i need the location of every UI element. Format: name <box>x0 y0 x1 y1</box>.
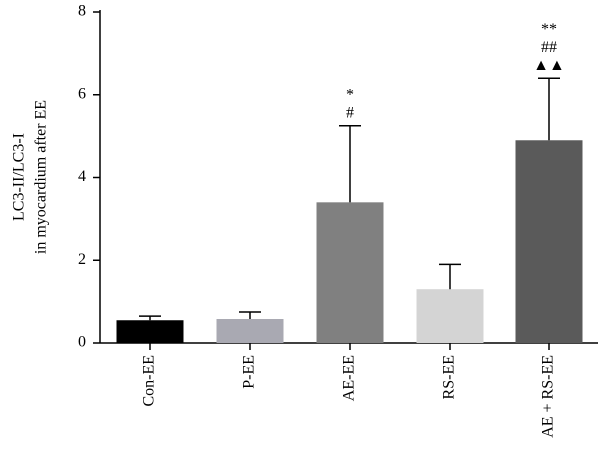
y-axis-title-line: in myocardium after EE <box>33 100 50 254</box>
x-tick-label: AE + RS-EE <box>540 355 557 438</box>
y-axis: 0 2 4 6 8 <box>78 3 101 351</box>
y-tick-label: 8 <box>78 3 86 20</box>
x-tick-label: RS-EE <box>441 355 458 399</box>
error-bars <box>139 77 560 321</box>
significance-marker: ▲▲ <box>533 57 565 74</box>
y-tick-label: 0 <box>78 334 86 351</box>
significance-marker: * <box>346 86 354 103</box>
significance-marker: ** <box>541 21 557 38</box>
y-tick-label: 4 <box>78 168 86 185</box>
y-axis-title-line: LC3-II/LC3-I <box>11 133 28 221</box>
x-tick-label: AE-EE <box>341 355 358 401</box>
y-tick-label: 6 <box>78 85 86 102</box>
x-axis <box>100 342 598 350</box>
bar <box>316 202 384 343</box>
x-tick-label: Con-EE <box>141 355 158 407</box>
y-tick-label: 2 <box>78 251 86 268</box>
x-tick-label: P-EE <box>241 355 258 389</box>
bars <box>116 140 583 343</box>
category-labels: Con-EE P-EE AE-EE RS-EE AE + RS-EE <box>141 355 557 438</box>
bar <box>515 140 583 343</box>
significance-annotations: *# **##▲▲ <box>346 21 565 122</box>
significance-marker: ## <box>541 39 557 56</box>
significance-marker: # <box>346 104 354 121</box>
y-axis-title: LC3-II/LC3-I in myocardium after EE <box>11 100 50 254</box>
bar <box>416 289 484 343</box>
bar <box>116 320 184 343</box>
bar <box>216 319 284 343</box>
